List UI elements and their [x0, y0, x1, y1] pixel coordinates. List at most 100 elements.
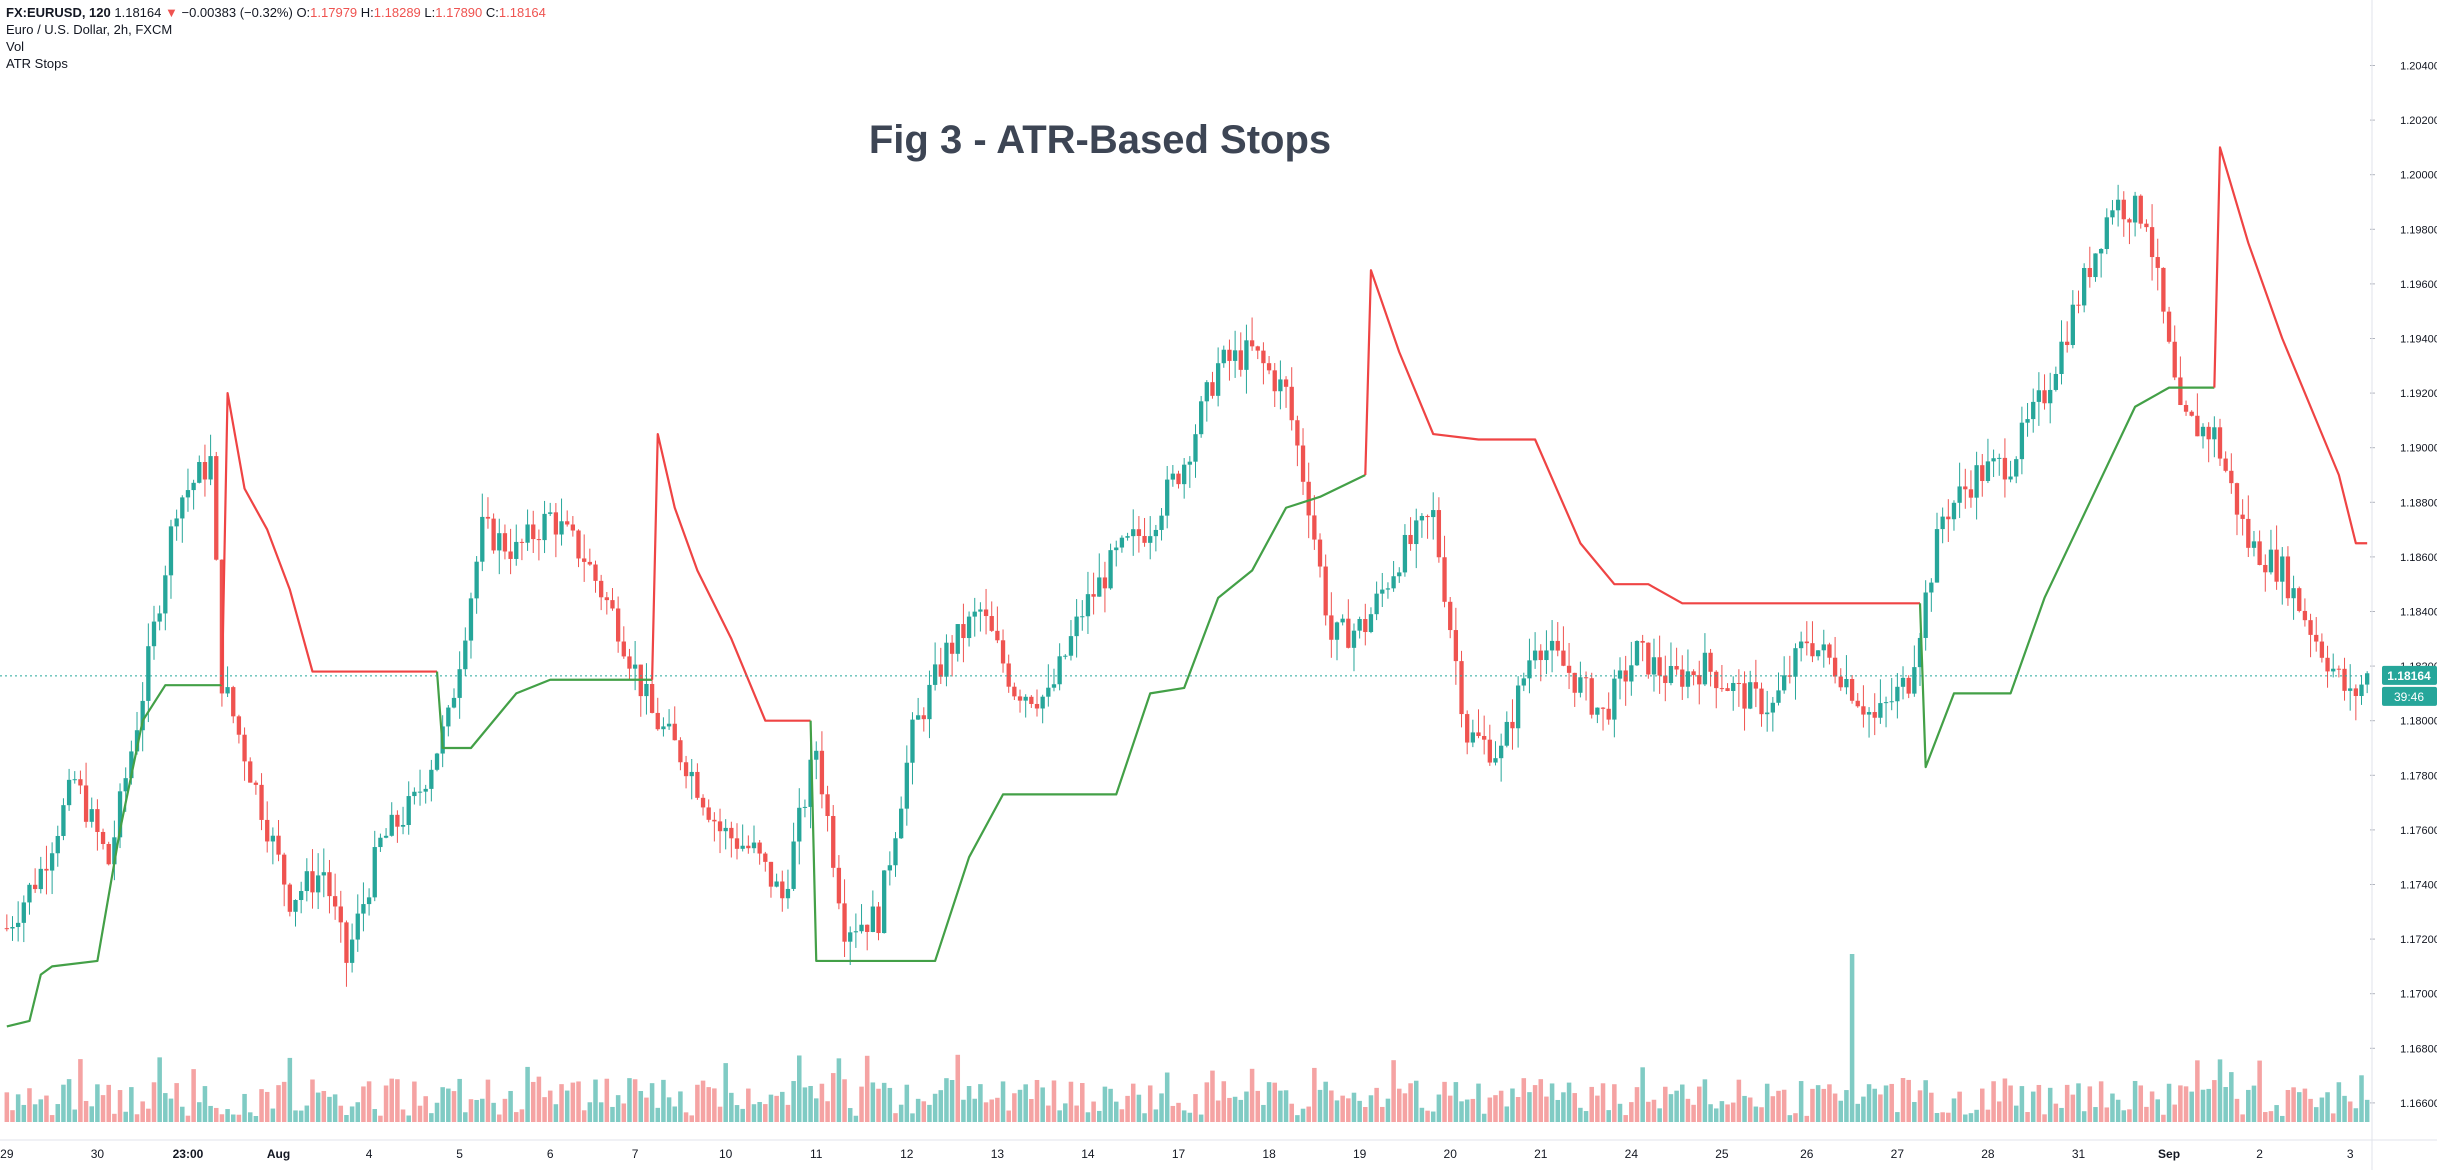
- vol-indicator-label[interactable]: Vol: [6, 39, 25, 54]
- volume-bar: [2070, 1094, 2076, 1122]
- volume-bar: [1883, 1085, 1889, 1122]
- candle-body: [525, 524, 530, 543]
- candle: [548, 502, 553, 517]
- candle-body: [1363, 619, 1368, 633]
- candle-body: [1804, 641, 1809, 644]
- candle: [366, 888, 372, 916]
- candle-body: [2280, 556, 2285, 582]
- candle: [1408, 517, 1413, 551]
- candle: [78, 770, 83, 795]
- candle-body: [1985, 461, 1991, 481]
- volume-bar: [2047, 1087, 2053, 1122]
- candle: [1244, 324, 1249, 394]
- time-axis-label: 18: [1262, 1147, 1276, 1161]
- candle-body: [2348, 688, 2353, 691]
- candle: [2144, 219, 2149, 232]
- volume-bar: [1249, 1068, 1255, 1122]
- candle-body: [949, 642, 955, 654]
- time-axis-label: 10: [719, 1147, 733, 1161]
- volume-bar: [1159, 1093, 1164, 1122]
- volume-bar: [1708, 1104, 1713, 1122]
- candle-body: [2019, 422, 2025, 460]
- volume-bar: [1827, 1084, 1832, 1122]
- volume-bar: [1657, 1108, 1662, 1122]
- candle: [632, 640, 638, 691]
- candle: [2348, 664, 2353, 711]
- price-axis-label: 1.17400: [2400, 879, 2437, 891]
- low-value: 1.17890: [435, 5, 483, 20]
- candle-body: [463, 640, 468, 670]
- candle-body: [1646, 642, 1651, 675]
- candle: [2359, 675, 2364, 705]
- symbol-label[interactable]: FX:EURUSD, 120: [6, 5, 111, 20]
- candle: [1549, 620, 1555, 673]
- volume-bars: [4, 954, 2370, 1122]
- candle-body: [321, 872, 326, 876]
- volume-bar: [1051, 1080, 1057, 1122]
- volume-bar: [1555, 1099, 1561, 1122]
- candle-body: [2240, 514, 2245, 519]
- candle-body: [1029, 696, 1034, 704]
- volume-bar: [1713, 1108, 1719, 1122]
- candle-body: [480, 516, 485, 562]
- volume-bar: [1510, 1088, 1515, 1122]
- candle-body: [434, 753, 440, 770]
- candle: [1102, 561, 1108, 613]
- candle: [1600, 707, 1606, 731]
- candle: [1312, 495, 1317, 550]
- candle: [961, 603, 966, 663]
- volume-bar: [706, 1087, 711, 1122]
- candle: [1917, 632, 1923, 686]
- candle-body: [2110, 210, 2115, 218]
- volume-bar: [2081, 1111, 2087, 1122]
- atr-indicator-label[interactable]: ATR Stops: [6, 56, 68, 71]
- candle-body: [361, 904, 366, 914]
- time-axis: 29 30 23:00 Aug 4 5 6 7 10 11 12 13 14 17 18 19 20 21 24 25…: [0, 1139, 2437, 1161]
- candle-body: [1227, 349, 1232, 361]
- candle: [66, 768, 72, 811]
- volume-bar: [281, 1081, 287, 1122]
- volume-bar: [1204, 1082, 1210, 1122]
- candle: [2053, 366, 2059, 392]
- volume-bar: [1210, 1070, 1215, 1122]
- candle-body: [774, 881, 779, 887]
- volume-bar: [2189, 1091, 2194, 1122]
- volume-bar: [1425, 1110, 1430, 1122]
- candle-body: [2223, 458, 2228, 471]
- candle: [1753, 659, 1759, 708]
- candle: [2314, 617, 2319, 652]
- volume-bar: [2336, 1082, 2342, 1122]
- candle-body: [1974, 465, 1979, 498]
- candle-body: [1368, 614, 1374, 633]
- candle-body: [763, 853, 768, 862]
- volume-bar: [1578, 1107, 1583, 1122]
- volume-bar: [1646, 1101, 1651, 1122]
- volume-bar: [49, 1115, 55, 1122]
- candle: [1210, 371, 1215, 399]
- volume-bar: [1198, 1114, 1204, 1122]
- candle: [100, 828, 106, 850]
- candle: [1125, 532, 1130, 541]
- volume-bar: [157, 1057, 162, 1122]
- candle: [655, 697, 660, 731]
- candle-body: [548, 512, 553, 514]
- candle: [2353, 684, 2359, 721]
- volume-bar: [864, 1055, 870, 1122]
- volume-bar: [236, 1114, 242, 1122]
- instrument-name[interactable]: Euro / U.S. Dollar, 2h, FXCM: [6, 22, 173, 37]
- candle: [2098, 248, 2104, 278]
- candle: [1997, 453, 2002, 476]
- candle-body: [2155, 257, 2160, 268]
- candle: [1476, 709, 1481, 739]
- candle: [1029, 695, 1034, 708]
- candle-body: [1091, 594, 1096, 597]
- candle: [55, 825, 60, 867]
- candle-body: [2014, 459, 2019, 477]
- candle: [2274, 525, 2279, 590]
- candle: [734, 823, 740, 860]
- candle-body: [383, 835, 389, 838]
- candle: [72, 771, 77, 784]
- candle-body: [2200, 426, 2206, 437]
